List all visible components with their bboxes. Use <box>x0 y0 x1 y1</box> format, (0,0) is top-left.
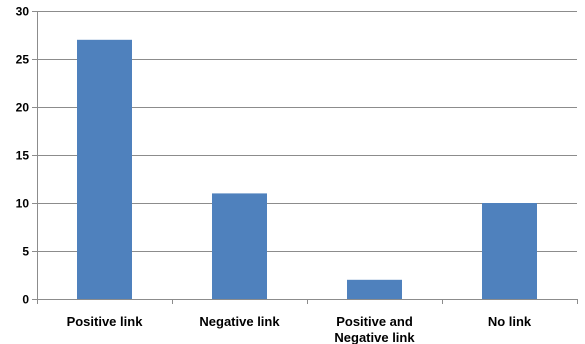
x-category-label: No link <box>488 314 532 329</box>
y-tick-label: 25 <box>16 53 30 67</box>
bars <box>77 39 537 300</box>
y-tick-label: 30 <box>16 5 30 19</box>
bar-no-link <box>482 203 537 299</box>
x-category-label: Negative link <box>199 314 280 329</box>
x-axis-category-labels: Positive link Negative link Positive andNe… <box>67 314 532 344</box>
y-tick-label: 20 <box>16 101 30 115</box>
y-tick-label: 15 <box>16 149 30 163</box>
x-category-label: Negative link <box>334 330 415 344</box>
y-tick-label: 0 <box>22 293 29 307</box>
bar-negative-link <box>212 193 267 299</box>
x-category-label: Positive and <box>336 314 413 329</box>
axes <box>32 11 578 304</box>
bar-positive-and-negative-link <box>347 279 402 299</box>
x-category-label: Positive link <box>67 314 144 329</box>
y-tick-label: 10 <box>16 197 30 211</box>
y-axis-tick-labels: 0 5 10 15 20 25 30 <box>16 5 30 307</box>
bar-positive-link <box>77 39 132 300</box>
y-tick-label: 5 <box>22 245 29 259</box>
